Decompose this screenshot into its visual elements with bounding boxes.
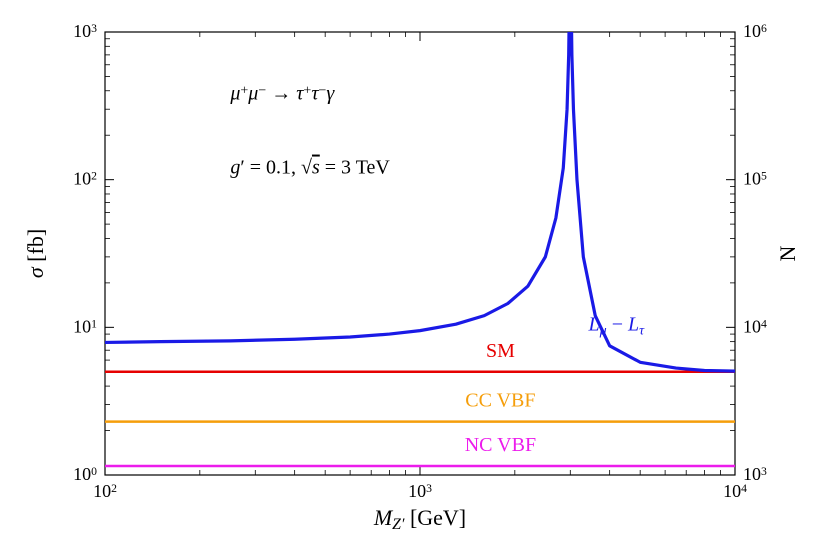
svg-text:CC VBF: CC VBF: [465, 390, 535, 412]
chart-container: 102103104100101102103103104105106Lμ − Lτ…: [0, 0, 814, 543]
svg-text:N: N: [775, 245, 800, 261]
chart-svg: 102103104100101102103103104105106Lμ − Lτ…: [0, 0, 814, 543]
svg-text:MZ′ [GeV]: MZ′ [GeV]: [373, 505, 466, 533]
svg-text:g′ = 0.1, √s = 3 TeV: g′ = 0.1, √s = 3 TeV: [230, 157, 390, 179]
svg-text:σ [fb]: σ [fb]: [23, 229, 48, 278]
svg-text:Lμ − Lτ: Lμ − Lτ: [588, 314, 646, 339]
svg-text:SM: SM: [486, 340, 515, 362]
svg-text:NC VBF: NC VBF: [465, 434, 536, 456]
